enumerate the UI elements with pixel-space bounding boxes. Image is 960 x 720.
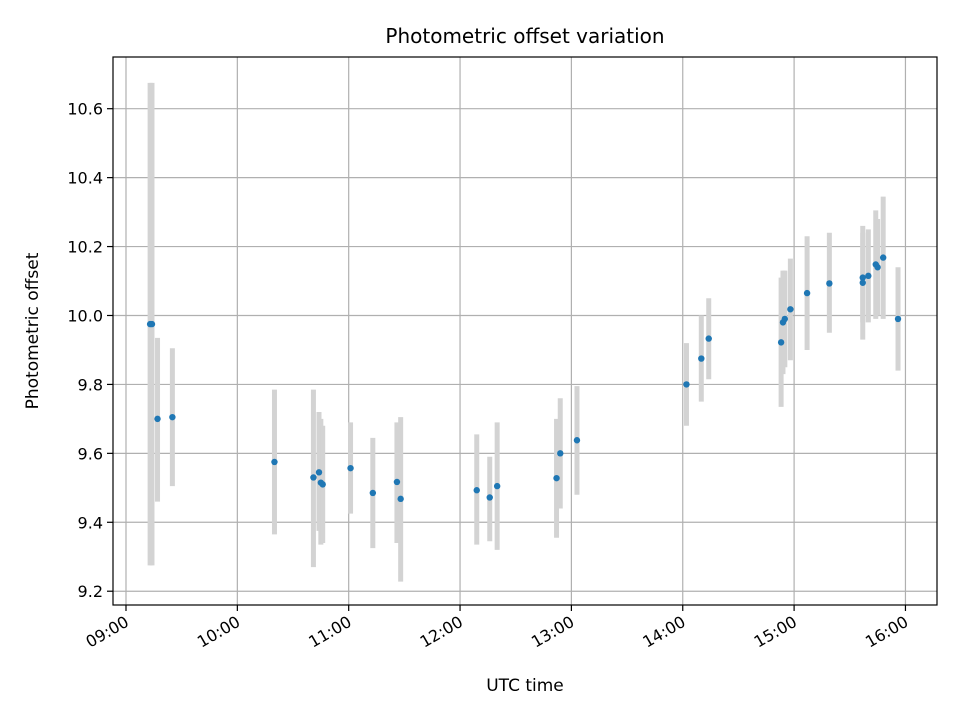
y-tick-label: 10.6 <box>67 100 103 119</box>
y-tick-label: 9.2 <box>78 582 103 601</box>
y-tick-label: 10.4 <box>67 169 103 188</box>
data-point <box>777 339 785 346</box>
y-tick-label: 9.6 <box>78 444 103 463</box>
data-point <box>493 482 501 490</box>
data-point <box>486 494 493 501</box>
data-point <box>310 474 317 481</box>
data-point <box>271 458 278 466</box>
data-point <box>894 315 902 323</box>
data-point <box>859 274 866 281</box>
x-tick-label: 10:00 <box>194 612 243 652</box>
data-point <box>787 306 794 313</box>
data-point <box>781 315 789 323</box>
data-point <box>874 264 881 271</box>
x-tick-label: 11:00 <box>305 612 354 652</box>
y-tick-label: 9.8 <box>78 375 103 394</box>
data-point <box>803 289 811 297</box>
x-tick-label: 14:00 <box>639 612 688 652</box>
error-bars <box>147 82 901 582</box>
data-point <box>705 335 712 342</box>
y-tick-label: 10.0 <box>67 306 103 325</box>
y-axis-label: Photometric offset <box>23 252 43 409</box>
data-point <box>347 464 354 472</box>
x-tick-label: 16:00 <box>862 612 911 652</box>
data-points <box>146 254 902 503</box>
data-point <box>473 487 480 494</box>
data-point <box>557 450 564 457</box>
data-point <box>826 280 833 287</box>
data-point <box>169 413 176 421</box>
axis-ticks: 09:00 10:00 11:00 12:00 13:00 14:00 15:00 16:00… <box>67 100 911 652</box>
data-point <box>369 489 377 497</box>
data-point <box>148 320 156 328</box>
data-point <box>573 437 581 444</box>
data-point <box>397 495 404 503</box>
x-tick-label: 09:00 <box>83 612 132 652</box>
y-tick-label: 10.2 <box>67 238 103 257</box>
data-point <box>683 381 690 388</box>
data-point <box>553 474 560 482</box>
data-point <box>393 478 401 486</box>
data-point <box>879 254 887 261</box>
x-tick-label: 13:00 <box>528 612 577 652</box>
data-point <box>865 272 872 280</box>
data-point <box>859 279 866 286</box>
data-point <box>698 355 705 362</box>
x-tick-label: 12:00 <box>417 612 466 652</box>
y-tick-label: 9.4 <box>78 513 103 532</box>
x-tick-label: 15:00 <box>751 612 800 652</box>
x-axis-label: UTC time <box>486 676 564 696</box>
grid <box>113 57 937 605</box>
data-point <box>154 415 161 423</box>
chart-title: Photometric offset variation <box>385 24 664 48</box>
data-point <box>315 469 323 476</box>
plot-frame <box>112 56 938 606</box>
data-point <box>319 481 326 488</box>
